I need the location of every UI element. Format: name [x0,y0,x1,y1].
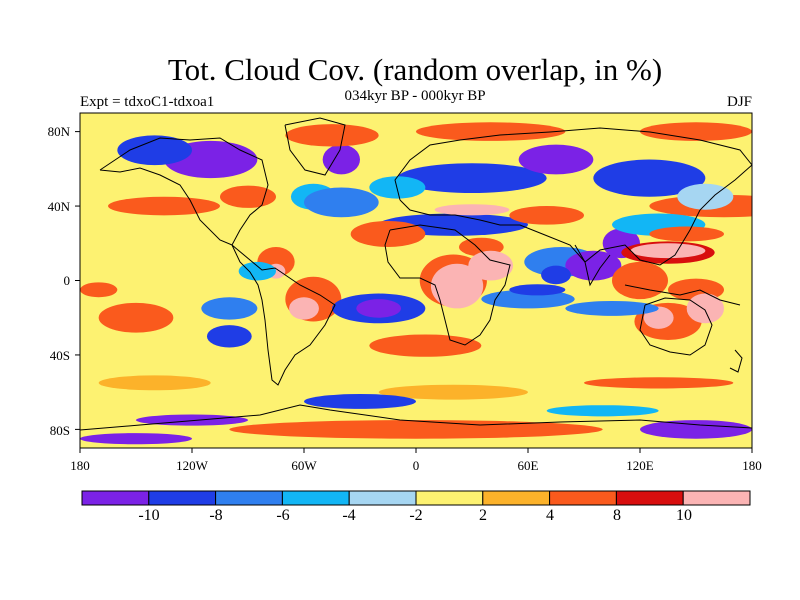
lon-label-60w: 60W [291,458,317,473]
colorbar-label: -6 [276,507,290,524]
anomaly-region [220,185,276,208]
map-title: Tot. Cloud Cov. (random overlap, in %) [167,52,663,87]
experiment-label: Expt = tdxoC1-tdxoa1 [80,94,215,110]
coastline-north-america [99,137,269,246]
anomaly-region [649,226,725,242]
colorbar-swatch [281,490,350,506]
anomaly-region [509,206,584,225]
anomaly-region [80,282,118,298]
coastline-new-zealand [729,349,743,373]
anomaly-region [612,261,668,300]
anomaly-region [468,250,514,281]
lon-label-60e: 60E [517,458,539,473]
anomaly-region [397,163,547,194]
anomaly-region [304,187,379,218]
colorbar-label: 10 [676,507,692,524]
anomaly-region [509,284,566,296]
anomaly-region [565,300,659,316]
coastline-greenland [284,117,346,176]
colorbar-swatch [482,490,551,506]
anomaly-region [80,433,192,445]
coastline-india [574,244,611,287]
coastline-africa [384,224,511,346]
lon-label-180e: 180 [742,458,762,473]
colorbar-swatch [215,490,283,506]
anomaly-region [98,375,211,391]
anomaly-region [201,297,258,320]
anomaly-region [304,394,416,409]
anomaly-region [430,263,484,309]
colorbar-swatch [615,490,684,506]
anomaly-region [434,204,510,216]
coastline-antarctica [80,404,752,431]
lat-label-80s: 80S [49,423,70,438]
anomaly-region [378,384,528,400]
lat-label-80n: 80N [47,124,70,139]
anomaly-region [289,297,319,320]
anomaly-region [584,377,734,389]
colorbar-label: -8 [209,507,223,524]
anomaly-region [546,405,659,417]
anomaly-region [677,183,734,210]
map-subtitle: 034kyr BP - 000kyr BP [344,88,486,104]
anomaly-region [416,122,566,141]
anomaly-region [322,144,361,175]
lat-label-40s: 40S [49,348,70,363]
colorbar-swatch [682,490,751,506]
colorbar-label: -10 [138,507,160,524]
axis-ticks [75,131,753,453]
anomaly-region [356,299,402,318]
anomaly-region [98,302,174,333]
lon-label-180w: 180 [70,458,90,473]
coastline-south-america [231,244,336,386]
coastline-eurasia [394,127,752,266]
colorbar-swatch [148,490,217,506]
anomaly-region [541,265,571,285]
season-label: DJF [726,94,752,110]
lon-label-120e: 120E [626,458,654,473]
lon-label-120w: 120W [176,458,208,473]
colorbar-label: -4 [342,507,356,524]
lon-label-0: 0 [412,458,420,473]
anomaly-region [108,196,220,216]
colorbar-label: 4 [546,507,554,524]
anomaly-field [80,113,752,448]
colorbar-swatch [348,490,417,506]
anomaly-region [518,144,594,175]
lat-label-40n: 40N [47,199,70,214]
coastline-australia [639,297,713,356]
colorbar-label: 8 [613,507,621,524]
anomaly-region [640,420,752,439]
anomaly-region [593,159,706,197]
anomaly-region [117,135,192,166]
colorbar-label: 2 [479,507,487,524]
anomaly-region [630,243,706,259]
anomaly-region [285,124,379,147]
colorbar-swatch [81,490,150,506]
lat-label-0: 0 [63,273,71,288]
colorbar-swatch [549,490,617,506]
coastline-indonesia [624,284,741,306]
colorbar-label: -2 [409,507,423,524]
anomaly-region [640,122,752,141]
anomaly-region [206,325,252,348]
anomaly-region [229,420,603,439]
colorbar-swatch [415,490,484,506]
anomaly-region [238,261,276,281]
anomaly-region [369,334,482,357]
coastlines [80,117,752,431]
anomaly-region [686,293,724,324]
